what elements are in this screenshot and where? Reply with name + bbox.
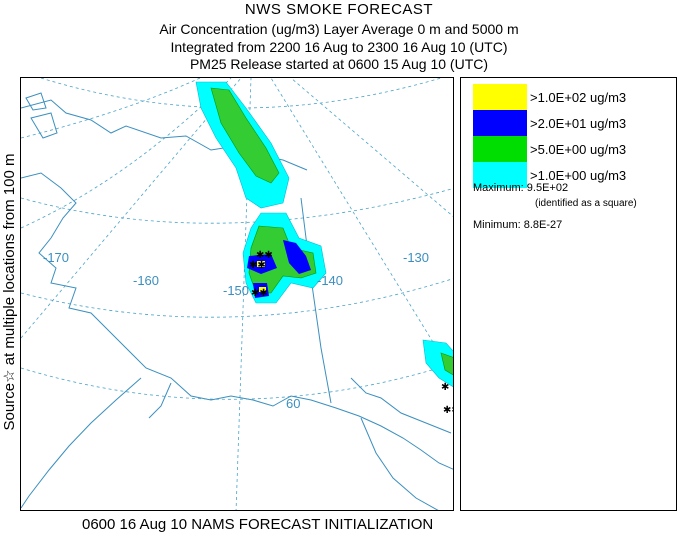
panhandle-coast: [360, 417, 439, 510]
alaska-peninsula: [21, 377, 142, 509]
meridian-line: [21, 78, 201, 139]
plume-east-cyan: [422, 339, 453, 388]
border-line: [300, 197, 332, 404]
source-marker: ✱✱: [443, 405, 454, 416]
plume-yellow-south: [259, 287, 266, 292]
legend-item: >5.0E+00 ug/m3: [473, 136, 626, 162]
legend-maximum: Maximum: 9.5E+02: [473, 182, 569, 194]
source-markers: ✱✱ ✱✱ ✱✱ ✱ ✱✱: [249, 250, 454, 416]
legend-label: >1.0E+02 ug/m3: [530, 89, 627, 105]
smoke-map: ✱✱ ✱✱ ✱✱ ✱ ✱✱ -170 -160 -150 -140 -130 6…: [20, 77, 454, 511]
plume-green: [210, 87, 453, 376]
island: [30, 112, 58, 139]
coastline: [21, 92, 453, 510]
legend-swatch-yellow: [473, 84, 527, 110]
legend-swatch-blue: [473, 110, 527, 136]
subtitle-concentration: Air Concentration (ug/m3) Layer Average …: [159, 21, 519, 37]
meridian-line: [270, 78, 453, 376]
lon-label: -130: [403, 250, 429, 265]
source-marker: ✱✱: [256, 250, 273, 261]
inland-coast: [350, 377, 452, 434]
kenai-peninsula: [148, 382, 172, 419]
source-label: Source☆ at multiple locations from 100 m: [1, 153, 18, 431]
subtitle-release: PM25 Release started at 0600 15 Aug 10 (…: [189, 56, 489, 72]
legend-label: >2.0E+01 ug/m3: [530, 115, 627, 131]
map-canvas: ✱✱ ✱✱ ✱✱ ✱ ✱✱ -170 -160 -150 -140 -130 6…: [21, 78, 454, 510]
plume-north-green: [210, 87, 280, 184]
legend-minimum: Minimum: 8.8E-27: [473, 219, 563, 231]
parallel-line: [21, 363, 453, 400]
plume-yellow-core: [257, 261, 265, 267]
page-title: NWS SMOKE FORECAST: [244, 1, 434, 18]
plume-blue-core: [283, 240, 311, 274]
legend-label: >5.0E+00 ug/m3: [530, 141, 627, 157]
lon-label: -150: [223, 283, 249, 298]
legend-item: >1.0E+02 ug/m3: [473, 84, 626, 110]
source-marker: ✱✱: [251, 288, 268, 299]
legend-swatch-cyan: [473, 162, 527, 188]
lon-label: -160: [133, 273, 159, 288]
legend-panel: >1.0E+02 ug/m3 >2.0E+01 ug/m3 >5.0E+00 u…: [460, 77, 677, 511]
meridian-line: [21, 78, 242, 339]
lon-label: -170: [43, 250, 69, 265]
subtitle-integration: Integrated from 2200 16 Aug to 2300 16 A…: [170, 39, 508, 55]
parallel-line: [21, 188, 453, 224]
source-marker: ✱✱: [249, 260, 266, 271]
legend-label: >1.0E+00 ug/m3: [530, 167, 627, 183]
legend-maximum-note: (identified as a square): [535, 198, 637, 209]
south-coast: [21, 172, 453, 470]
graticule-labels: -170 -160 -150 -140 -130 60: [43, 250, 429, 411]
legend-item: >1.0E+00 ug/m3: [473, 162, 626, 188]
legend-item: >2.0E+01 ug/m3: [473, 110, 626, 136]
lat-label: 60: [286, 396, 300, 411]
footer-initialization: 0600 16 Aug 10 NAMS FORECAST INITIALIZAT…: [82, 516, 434, 533]
plume-yellow: [257, 261, 266, 292]
legend-swatch-green: [473, 136, 527, 162]
lon-label: -140: [317, 273, 343, 288]
plume-blue: [247, 240, 311, 298]
source-marker: ✱: [441, 382, 449, 393]
parallel-line: [21, 278, 453, 318]
meridian-line: [290, 78, 453, 217]
plume-east-green: [440, 352, 453, 376]
island: [25, 92, 47, 111]
